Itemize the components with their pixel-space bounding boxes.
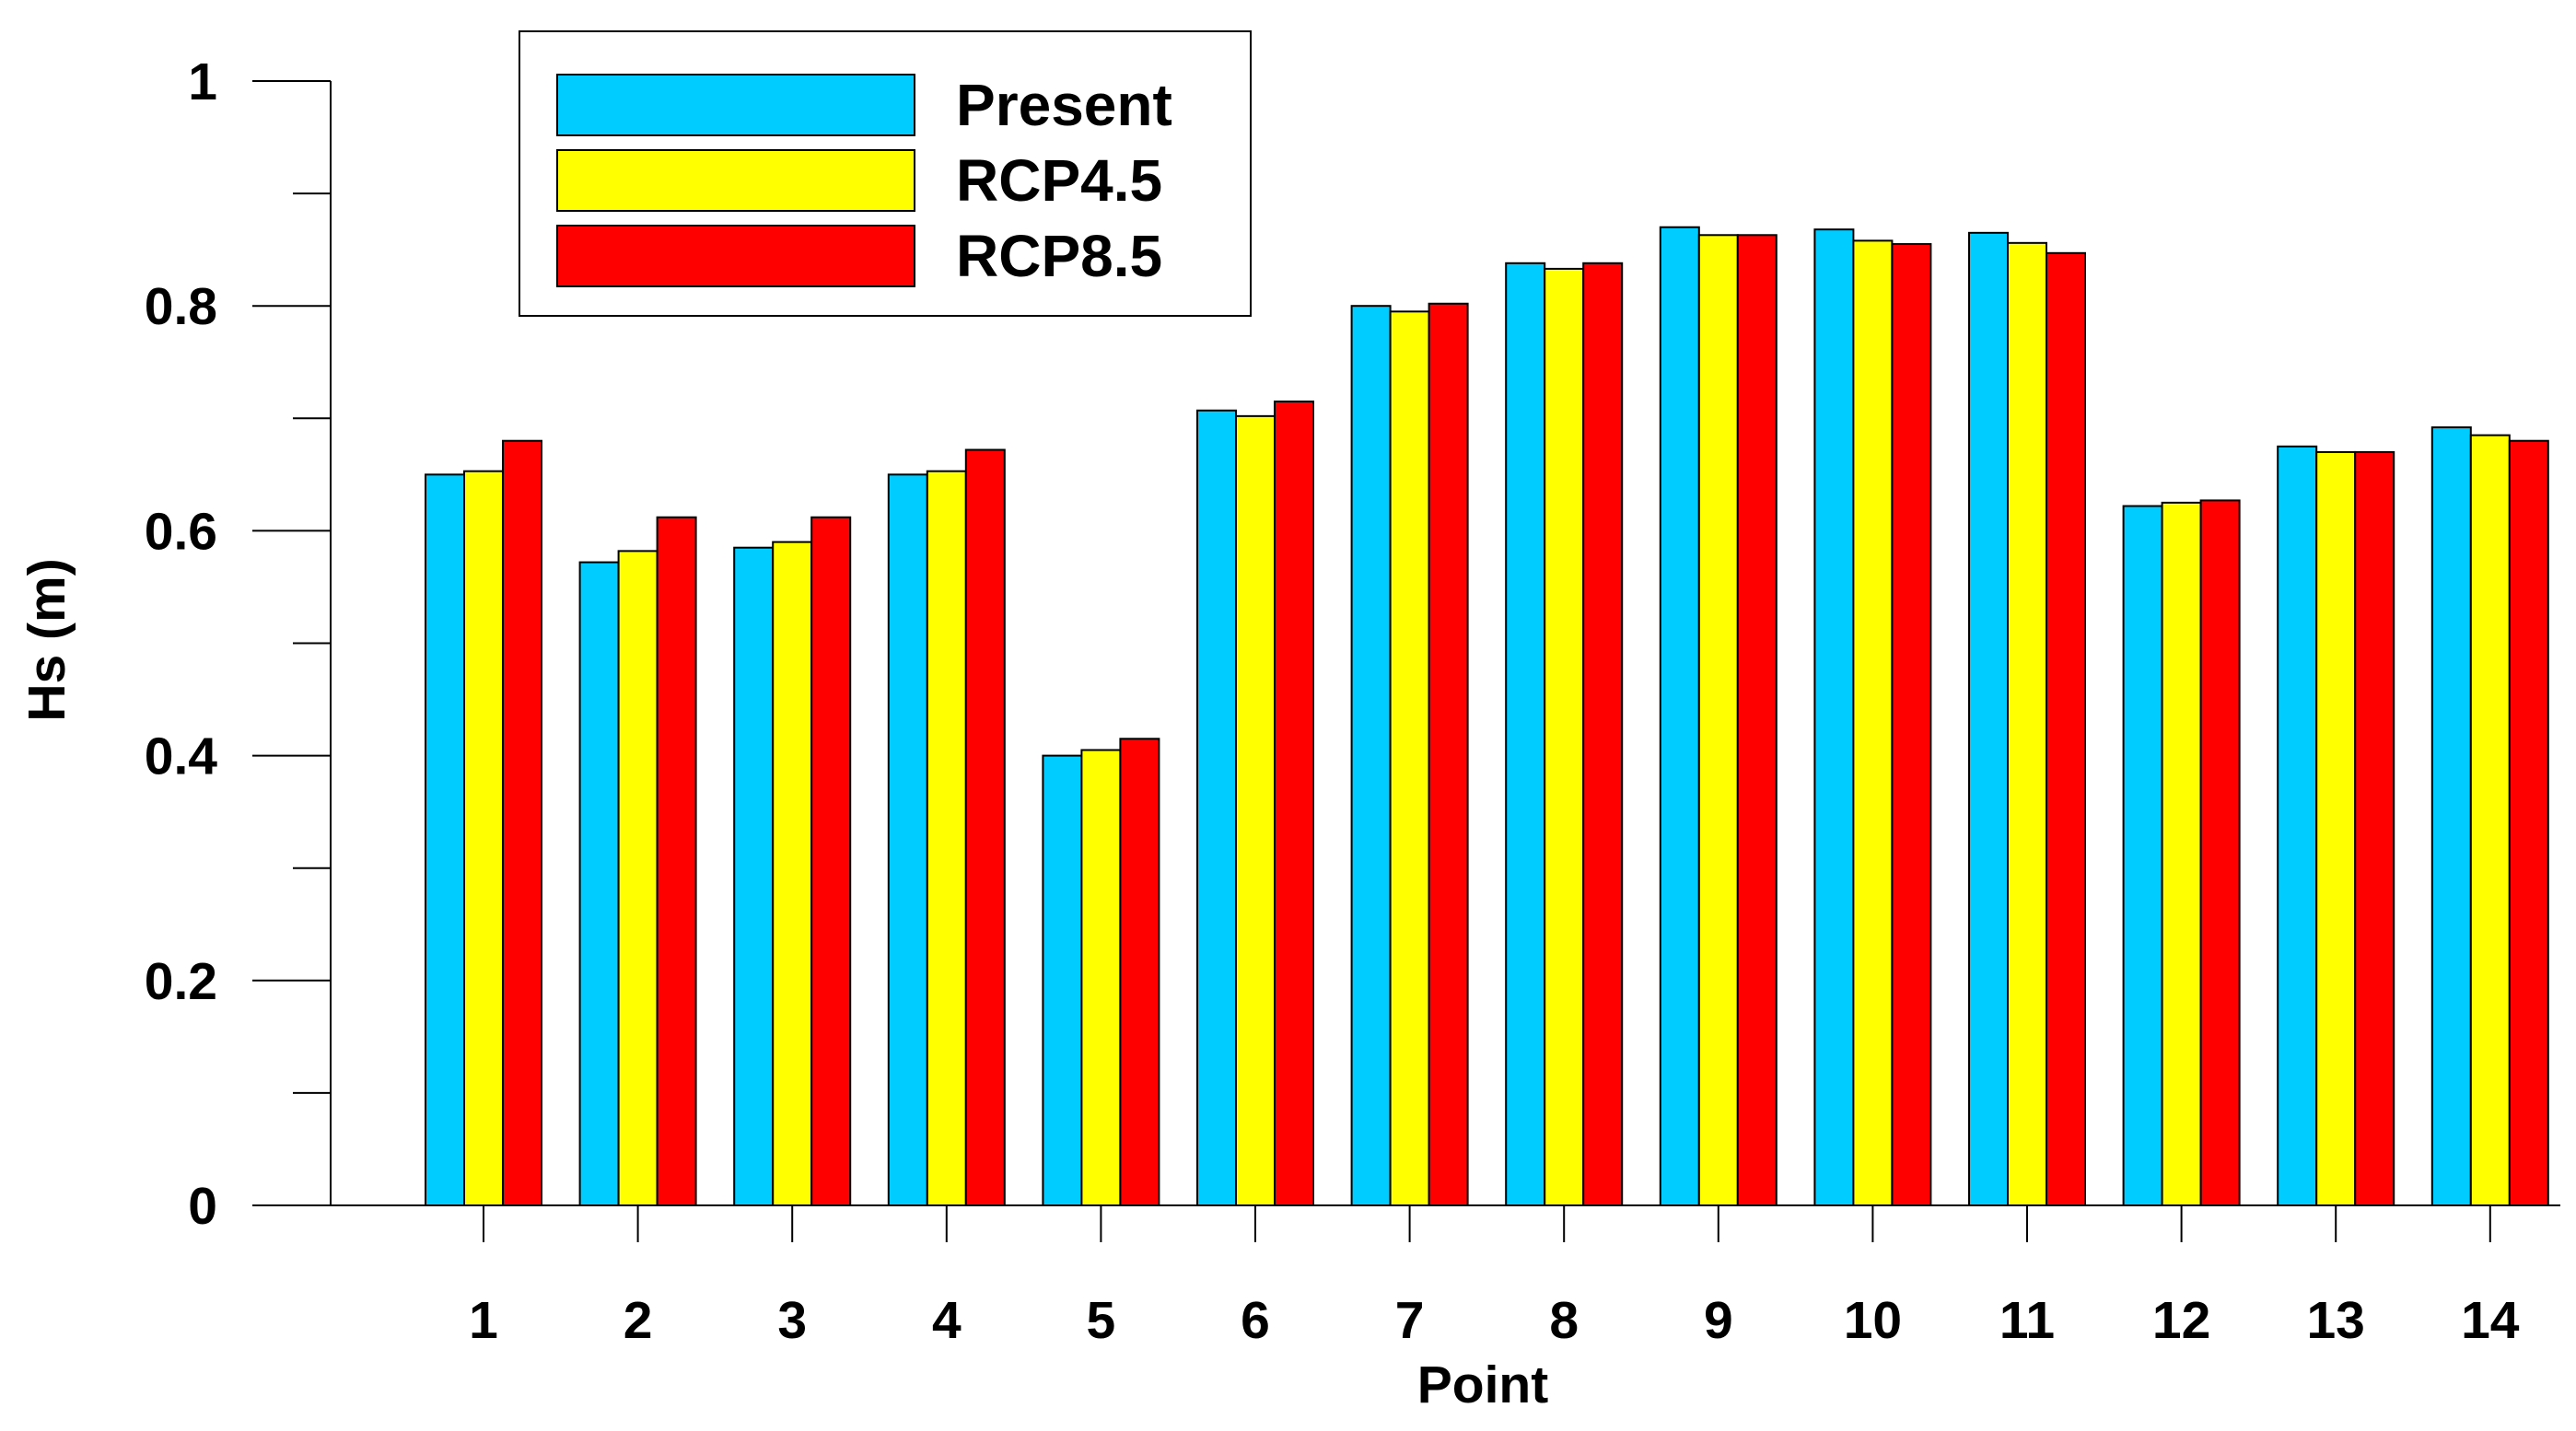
- bar: [1428, 302, 1469, 1206]
- x-tick-label: 2: [624, 1291, 653, 1350]
- bar: [656, 516, 697, 1206]
- x-tick-label: 8: [1549, 1291, 1579, 1350]
- bar: [1235, 414, 1276, 1207]
- bar: [1852, 239, 1894, 1207]
- bar: [2469, 434, 2511, 1206]
- legend-swatch: [556, 225, 915, 287]
- legend-swatch: [556, 149, 915, 212]
- x-tick-label: 4: [932, 1291, 962, 1350]
- x-tick-label: 9: [1704, 1291, 1733, 1350]
- bar: [1042, 754, 1083, 1206]
- bar: [1350, 305, 1392, 1206]
- x-tick-label: 3: [777, 1291, 807, 1350]
- bar: [1196, 409, 1237, 1206]
- bar: [2007, 241, 2047, 1207]
- bar: [2277, 445, 2318, 1206]
- bar: [463, 470, 504, 1206]
- legend: Present RCP4.5 RCP8.5: [519, 30, 1252, 317]
- y-tick-label: 0.8: [145, 277, 217, 336]
- bar: [2161, 501, 2202, 1206]
- x-tick-label: 7: [1395, 1291, 1425, 1350]
- legend-label: RCP8.5: [956, 223, 1162, 289]
- bar: [964, 448, 1006, 1207]
- legend-label: RCP4.5: [956, 147, 1162, 214]
- bar: [2354, 450, 2395, 1206]
- bar: [1274, 400, 1314, 1206]
- y-tick-label: 0.4: [145, 727, 218, 786]
- x-tick-label: 10: [1844, 1291, 1902, 1350]
- y-tick-label: 0.6: [145, 502, 217, 561]
- bar: [502, 439, 542, 1207]
- bar: [1736, 234, 1778, 1207]
- x-tick-label: 13: [2306, 1291, 2364, 1350]
- y-tick-label: 1: [188, 52, 217, 111]
- bar: [810, 516, 852, 1206]
- bar: [2046, 251, 2086, 1206]
- bar: [1080, 749, 1122, 1206]
- bar: [617, 550, 659, 1206]
- bar: [578, 561, 620, 1206]
- bar: [2199, 499, 2241, 1206]
- bar: [1119, 738, 1160, 1206]
- x-axis-title: Point: [1417, 1355, 1548, 1414]
- y-tick-label: 0.2: [145, 952, 217, 1011]
- bars: [425, 226, 2549, 1207]
- bar: [2508, 439, 2549, 1207]
- bar: [1582, 262, 1624, 1206]
- bar: [1968, 231, 2009, 1207]
- bar: [1659, 226, 1700, 1207]
- bar: [2122, 505, 2163, 1206]
- bar: [2315, 450, 2357, 1206]
- x-tick-label: 11: [1999, 1291, 2055, 1350]
- legend-label: Present: [956, 72, 1172, 138]
- bar: [772, 541, 813, 1206]
- x-tick-label: 5: [1087, 1291, 1116, 1350]
- bar: [425, 473, 465, 1206]
- bar: [1891, 243, 1932, 1206]
- x-tick-label: 12: [2152, 1291, 2210, 1350]
- legend-swatch: [556, 74, 915, 136]
- x-tick-label: 14: [2461, 1291, 2520, 1350]
- y-axis-title: Hs (m): [17, 558, 76, 721]
- y-axis: 0 0.2 0.4 0.6 0.8 1: [145, 52, 332, 1236]
- bar: [733, 546, 775, 1206]
- bar: [1544, 267, 1585, 1207]
- bar: [1813, 228, 1855, 1206]
- bar: [926, 470, 967, 1206]
- bar: [1505, 262, 1546, 1206]
- y-tick-label: 0: [188, 1177, 217, 1236]
- bar: [1697, 234, 1739, 1207]
- x-tick-label: 1: [469, 1291, 498, 1350]
- x-axis: 1 2 3 4 5 6 7 8 9 10 11 12 13 14: [252, 1204, 2560, 1350]
- bar: [1389, 310, 1430, 1206]
- x-tick-label: 6: [1241, 1291, 1270, 1350]
- bar: [2430, 426, 2472, 1206]
- bar: [887, 473, 928, 1206]
